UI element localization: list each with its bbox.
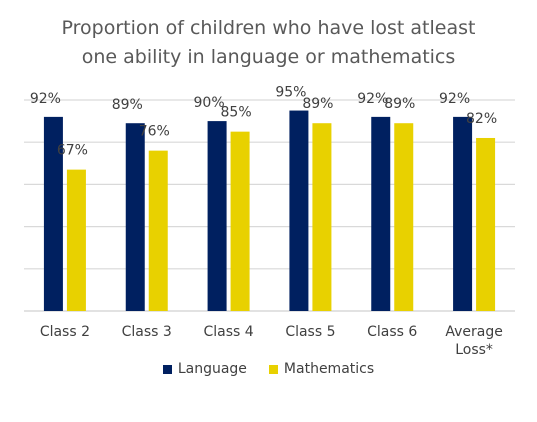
x-tick-label-6-line-2: Loss* bbox=[455, 342, 493, 358]
x-tick-label-4: Class 5 bbox=[285, 324, 335, 340]
bar-language-5 bbox=[371, 116, 391, 311]
data-label-mathematics-4: 89% bbox=[302, 96, 333, 112]
data-label-language-6: 92% bbox=[439, 91, 470, 107]
data-label-mathematics-3: 85% bbox=[221, 105, 252, 121]
legend-swatch-language bbox=[162, 364, 172, 374]
data-label-language-4: 95% bbox=[275, 85, 306, 101]
bar-mathematics-4 bbox=[312, 123, 332, 312]
data-label-mathematics-2: 76% bbox=[139, 124, 170, 140]
bar-language-1 bbox=[43, 116, 63, 311]
bar-mathematics-1 bbox=[66, 169, 86, 311]
x-tick-label-1: Class 2 bbox=[40, 324, 90, 340]
bar-mathematics-2 bbox=[148, 150, 168, 311]
data-label-mathematics-6: 82% bbox=[466, 111, 497, 127]
bar-mathematics-6 bbox=[476, 137, 496, 311]
data-label-language-3: 90% bbox=[194, 95, 225, 111]
bar-mathematics-3 bbox=[230, 131, 250, 311]
bar-language-2 bbox=[125, 123, 145, 312]
data-label-language-5: 92% bbox=[357, 91, 388, 107]
x-tick-label-2: Class 3 bbox=[122, 324, 172, 340]
x-tick-label-3: Class 4 bbox=[203, 324, 253, 340]
data-label-mathematics-5: 89% bbox=[384, 96, 415, 112]
x-tick-label-6-line-1: Average bbox=[445, 324, 503, 340]
legend: Language Mathematics bbox=[0, 361, 537, 377]
bar-language-4 bbox=[289, 110, 309, 311]
data-label-mathematics-1: 67% bbox=[57, 143, 88, 159]
chart-title-line-2: one ability in language or mathematics bbox=[81, 46, 456, 68]
legend-item-language: Language bbox=[162, 361, 247, 377]
chart-title-line-1: Proportion of children who have lost atl… bbox=[61, 17, 476, 39]
bar-language-3 bbox=[207, 121, 227, 311]
legend-item-mathematics: Mathematics bbox=[268, 361, 375, 377]
x-tick-label-5: Class 6 bbox=[367, 324, 417, 340]
bar-language-6 bbox=[453, 116, 473, 311]
data-label-language-1: 92% bbox=[30, 91, 61, 107]
bar-mathematics-5 bbox=[394, 123, 414, 312]
legend-label-mathematics: Mathematics bbox=[283, 361, 375, 377]
legend-label-language: Language bbox=[177, 361, 247, 377]
legend-swatch-mathematics bbox=[268, 364, 278, 374]
chart-title: Proportion of children who have lost atl… bbox=[40, 14, 497, 72]
data-label-language-2: 89% bbox=[112, 97, 143, 113]
